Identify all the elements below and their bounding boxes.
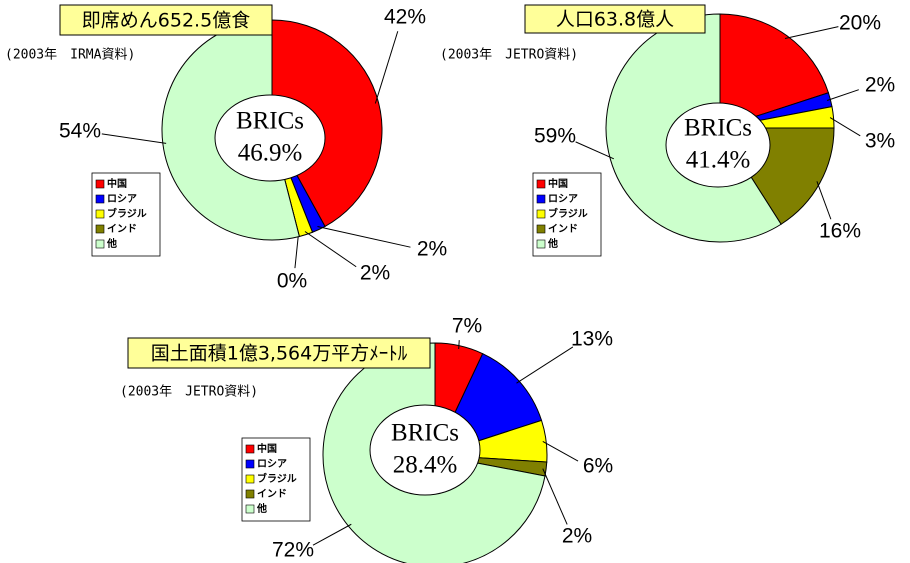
legend-label: ブラジル <box>107 207 147 220</box>
title-box <box>127 337 431 369</box>
legend-swatch <box>536 194 546 204</box>
legend-label: ブラジル <box>257 472 297 485</box>
value-label: 59% <box>534 125 576 148</box>
legend-swatch <box>95 239 105 249</box>
legend-swatch <box>95 224 105 234</box>
value-label: 2% <box>360 262 390 285</box>
source-note: (2003年 JETRO資料) <box>120 385 258 400</box>
legend-swatch <box>536 179 546 189</box>
leader-line <box>312 523 352 546</box>
leader-line <box>826 89 859 101</box>
title-box <box>524 4 706 34</box>
value-label: 16% <box>819 220 861 243</box>
legend-label: ブラジル <box>548 207 588 220</box>
donut-hole <box>369 404 481 496</box>
legend-label: インド <box>107 223 137 235</box>
value-label: 2% <box>562 525 592 548</box>
leader-line <box>829 117 861 137</box>
legend-swatch <box>95 194 105 204</box>
leader-line <box>101 133 167 144</box>
legend-swatch <box>245 504 255 514</box>
source-note: (2003年 IRMA資料) <box>5 48 135 63</box>
center-label: BRICs <box>684 115 752 142</box>
value-label: 20% <box>839 12 881 35</box>
leader-line <box>575 141 615 160</box>
legend-label: ロシア <box>548 193 578 205</box>
legend-label: ロシア <box>257 458 287 470</box>
legend-swatch <box>95 209 105 219</box>
leader-line <box>458 340 460 350</box>
center-value: 28.4% <box>393 452 458 479</box>
legend-swatch <box>536 224 546 234</box>
chart-title: 国土面積1億3,564万平方ﾒｰﾄﾙ <box>151 343 408 365</box>
legend-label: ロシア <box>107 193 137 205</box>
legend-swatch <box>536 239 546 249</box>
value-label: 6% <box>583 455 613 478</box>
center-label: BRICs <box>391 420 459 447</box>
center-label: BRICs <box>236 108 304 135</box>
legend-label: 中国 <box>107 177 127 190</box>
pie-slice <box>719 13 830 129</box>
legend-label: インド <box>548 223 578 235</box>
center-value: 41.4% <box>686 147 751 174</box>
legend-swatch <box>245 474 255 484</box>
value-label: 3% <box>865 130 895 153</box>
chart-title: 即席めん652.5億食 <box>82 10 250 32</box>
value-label: 2% <box>865 74 895 97</box>
value-label: 54% <box>59 120 101 143</box>
legend-label: 中国 <box>257 442 277 455</box>
leader-line <box>784 26 839 40</box>
leader-line <box>374 31 399 104</box>
legend-label: 他 <box>106 237 117 250</box>
chart-title: 人口63.8億人 <box>556 9 674 31</box>
leader-line <box>542 440 579 462</box>
value-label: 13% <box>571 328 613 351</box>
donut-hole <box>214 94 326 182</box>
value-label: 7% <box>452 315 482 338</box>
legend-swatch <box>245 459 255 469</box>
legend-label: インド <box>257 488 287 500</box>
leader-line <box>516 346 574 384</box>
center-value: 46.9% <box>238 140 303 167</box>
value-label: 0% <box>277 270 307 293</box>
legend-label: 中国 <box>548 177 568 190</box>
value-label: 2% <box>417 238 447 261</box>
legend-label: 他 <box>547 237 558 250</box>
legend-swatch <box>245 489 255 499</box>
donut-hole <box>665 102 771 188</box>
leader-line <box>816 181 832 220</box>
legend-swatch <box>245 444 255 454</box>
leader-line <box>294 233 300 269</box>
title-box <box>59 4 273 36</box>
leader-line <box>317 226 411 248</box>
leader-line <box>542 468 568 525</box>
source-note: (2003年 JETRO資料) <box>440 48 578 63</box>
value-label: 42% <box>384 6 426 29</box>
legend-swatch <box>536 209 546 219</box>
leader-line <box>304 231 357 268</box>
legend-label: 他 <box>256 502 267 515</box>
value-label: 72% <box>272 539 314 562</box>
legend-swatch <box>95 179 105 189</box>
